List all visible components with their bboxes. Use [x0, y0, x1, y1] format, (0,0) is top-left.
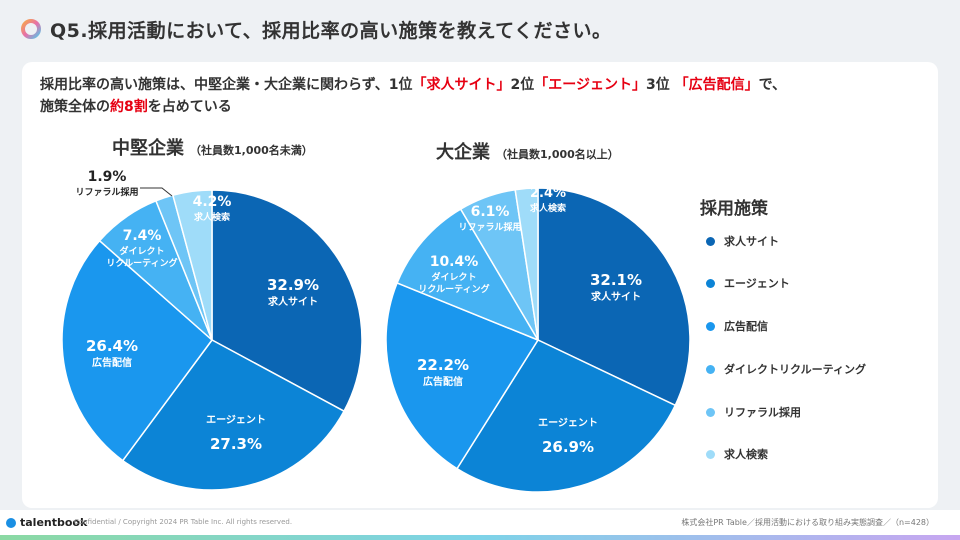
summary-highlight-3: 「広告配信」 — [674, 77, 759, 93]
header: Q5.採用活動において、採用比率の高い施策を教えてください。 — [0, 0, 960, 60]
page-title: Q5.採用活動において、採用比率の高い施策を教えてください。 — [50, 20, 612, 42]
legend-item: エージェント — [706, 275, 790, 291]
pie-mid-category-label-5: 求人検索 — [194, 211, 230, 223]
legend-item: ダイレクトリクルーティング — [706, 361, 866, 377]
pie-mid-value-label-2: 26.4% — [86, 337, 138, 355]
brand-name: talentbook — [20, 516, 88, 529]
pie-large-value-label-4: 6.1% — [471, 204, 510, 220]
pie-large-category-label-1: エージェント — [538, 417, 598, 429]
legend-title: 採用施策 — [700, 199, 768, 219]
legend-label: 求人検索 — [724, 448, 768, 461]
legend-dot-icon — [706, 364, 715, 374]
legend-dot-icon — [706, 236, 715, 246]
pie-large-value-label-1: 26.9% — [542, 438, 594, 456]
pie-large-value-label-5: 2.4% — [530, 186, 566, 201]
legend-label: リファラル採用 — [724, 406, 801, 419]
chart-title-large-main: 大企業 — [436, 142, 490, 163]
summary-highlight-4: 約8割 — [110, 99, 148, 115]
brand-logo-icon — [6, 517, 16, 528]
pie-large-slice-5 — [514, 187, 539, 341]
summary-text-1: 採用比率の高い施策は、中堅企業・大企業に関わらず、1位 — [40, 77, 413, 93]
pie-large-category-label-0: 求人サイト — [591, 290, 641, 303]
chart-title-large-sub: （社員数1,000名以上） — [496, 148, 619, 161]
pie-mid-value-label-1: 27.3% — [210, 435, 262, 453]
pie-large-value-label-3: 10.4% — [430, 254, 479, 270]
chart-title-mid-main: 中堅企業 — [112, 138, 184, 159]
legend-label: 広告配信 — [724, 320, 768, 333]
pie-large-slice-2 — [385, 282, 540, 470]
pie-mid-slice-5 — [171, 189, 213, 341]
pie-large-category-label-5: 求人検索 — [530, 202, 566, 214]
pie-mid-category-label-3: リクルーティング — [106, 257, 177, 269]
pie-mid-category-label-4: リファラル採用 — [75, 186, 138, 198]
pie-large-value-label-2: 22.2% — [417, 356, 469, 374]
summary-text-4: で、 — [758, 77, 787, 93]
footer-source: 株式会社PR Table／採用活動における取り組み実態調査／（n=428） — [681, 518, 934, 527]
legend-label: 求人サイト — [724, 235, 779, 248]
pie-large-value-label-0: 32.1% — [590, 271, 642, 289]
summary-highlight-2: 「エージェント」 — [534, 77, 646, 93]
summary-text-2: 2位 — [510, 77, 535, 93]
pie-large-slice-1 — [455, 339, 677, 493]
pie-large-category-label-2: 広告配信 — [423, 375, 463, 388]
pie-mid-leader-line — [140, 187, 173, 197]
pie-mid-slice-0 — [211, 189, 363, 413]
legend-item: 求人サイト — [706, 233, 779, 249]
logo-ring-icon — [21, 19, 41, 39]
summary-text-6: を占めている — [147, 99, 232, 115]
summary-text: 採用比率の高い施策は、中堅企業・大企業に関わらず、1位「求人サイト」2位「エージ… — [40, 74, 786, 118]
pie-large-category-label-4: リファラル採用 — [458, 221, 521, 233]
legend-item: 広告配信 — [706, 318, 768, 334]
legend-item: リファラル採用 — [706, 404, 801, 420]
pie-mid-value-label-3: 7.4% — [123, 228, 162, 244]
bottom-gradient-bar — [0, 535, 960, 540]
legend-dot-icon — [706, 278, 715, 288]
pie-large-slice-0 — [537, 187, 691, 407]
legend-dot-icon — [706, 407, 715, 417]
legend-label: ダイレクトリクルーティング — [724, 363, 867, 376]
pie-mid-category-label-3: ダイレクト — [119, 245, 164, 257]
pie-mid-slice-2 — [61, 239, 214, 462]
pie-mid-category-label-1: エージェント — [206, 414, 266, 426]
pie-large-category-label-3: リクルーティング — [418, 283, 489, 295]
pie-mid-category-label-2: 広告配信 — [92, 356, 132, 369]
summary-text-3: 3位 — [645, 77, 675, 93]
chart-title-mid-sub: （社員数1,000名未満） — [190, 144, 313, 157]
pie-mid-value-label-4: 1.9% — [88, 169, 127, 185]
chart-title-large: 大企業 （社員数1,000名以上） — [436, 138, 619, 164]
legend-label: エージェント — [724, 277, 790, 290]
footer-copyright: Confidential / Copyright 2024 PR Table I… — [74, 518, 293, 526]
legend-dot-icon — [706, 321, 715, 331]
pie-mid-value-label-5: 4.2% — [193, 194, 232, 210]
pie-large-category-label-3: ダイレクト — [431, 271, 476, 283]
chart-title-mid: 中堅企業 （社員数1,000名未満） — [112, 134, 313, 160]
legend-item: 求人検索 — [706, 446, 768, 462]
summary-highlight-1: 「求人サイト」 — [412, 77, 511, 93]
legend-dot-icon — [706, 449, 715, 459]
pie-mid-value-label-0: 32.9% — [267, 276, 319, 294]
summary-text-5: 施策全体の — [40, 99, 110, 115]
footer-brand: talentbook — [6, 516, 87, 529]
pie-mid-slice-1 — [121, 339, 346, 491]
pie-mid-category-label-0: 求人サイト — [268, 295, 318, 308]
pie-large-slice-3 — [396, 208, 540, 342]
